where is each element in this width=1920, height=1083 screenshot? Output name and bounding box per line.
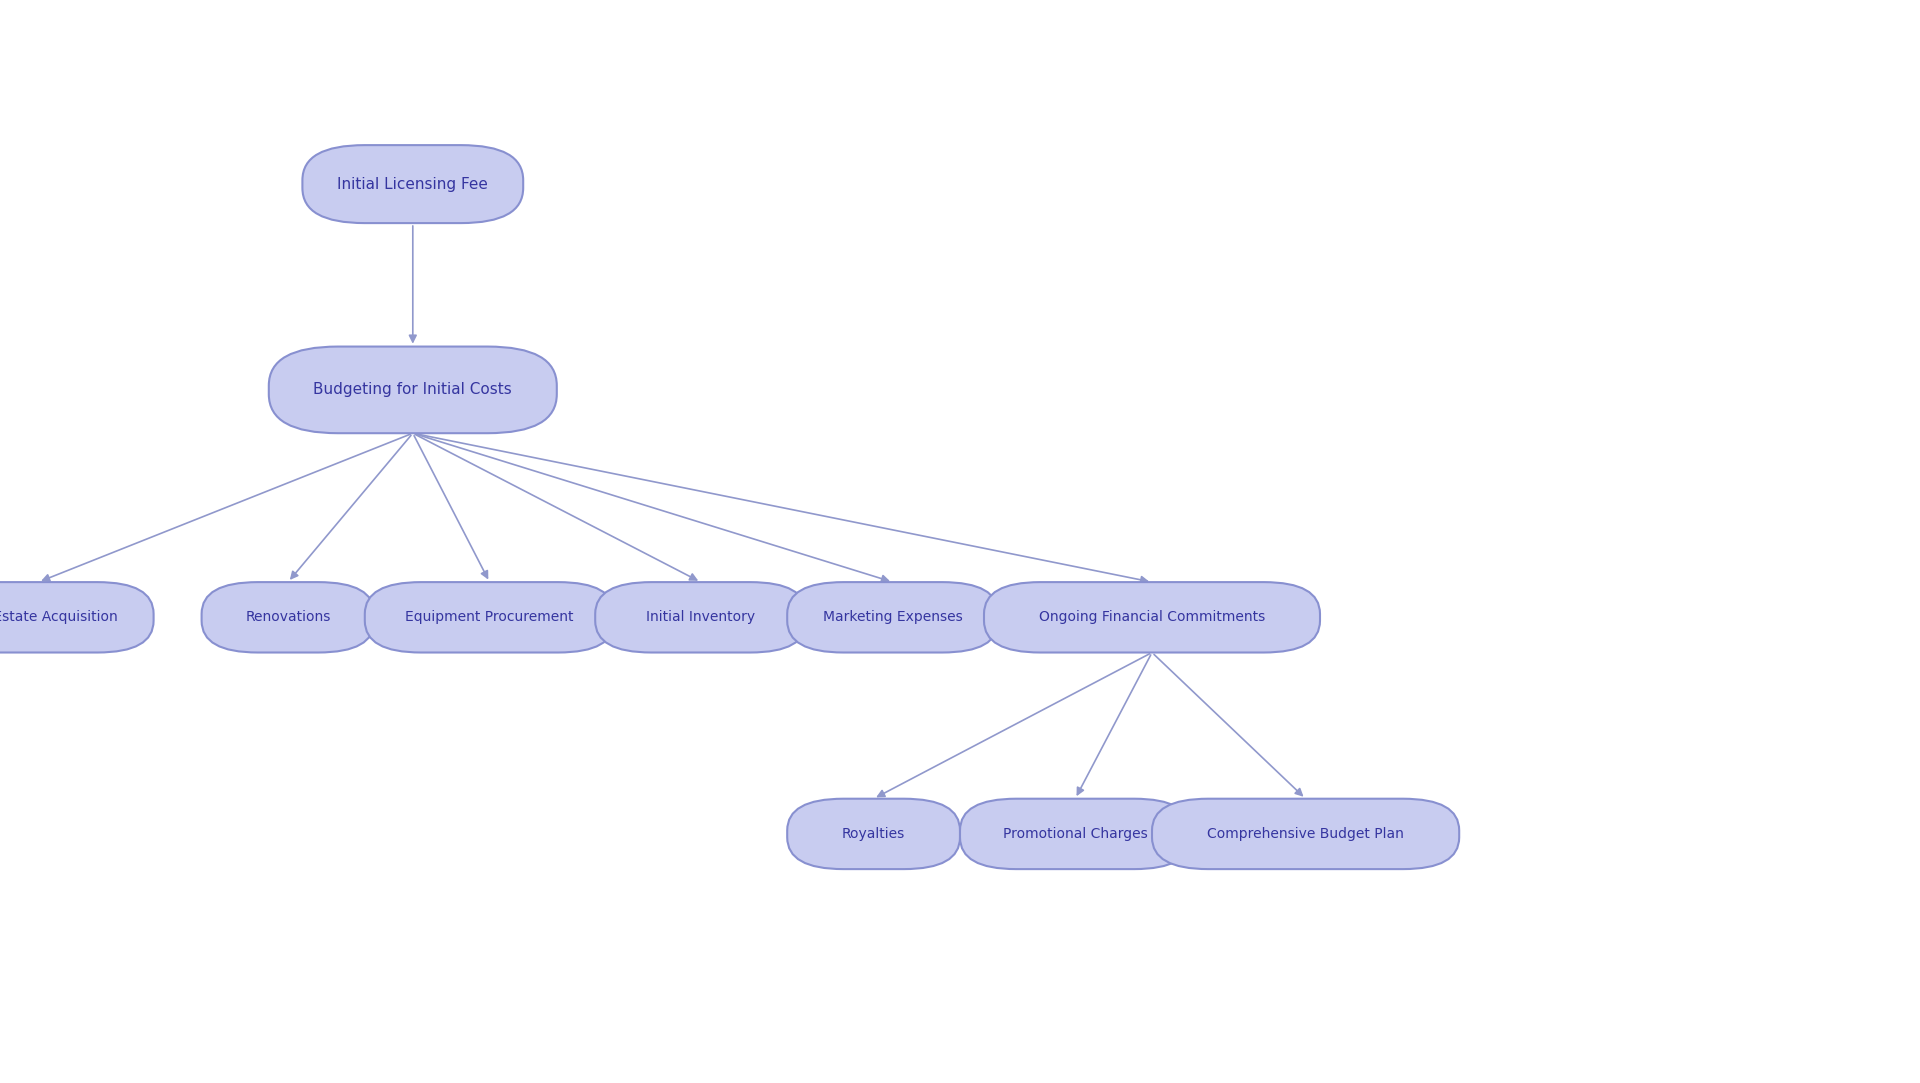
FancyBboxPatch shape: [787, 583, 998, 652]
Text: Real Estate Acquisition: Real Estate Acquisition: [0, 611, 117, 624]
Text: Ongoing Financial Commitments: Ongoing Financial Commitments: [1039, 611, 1265, 624]
FancyBboxPatch shape: [365, 583, 614, 652]
FancyBboxPatch shape: [301, 145, 522, 223]
Text: Renovations: Renovations: [246, 611, 330, 624]
FancyBboxPatch shape: [269, 347, 557, 433]
Text: Marketing Expenses: Marketing Expenses: [824, 611, 962, 624]
FancyBboxPatch shape: [983, 583, 1321, 652]
Text: Comprehensive Budget Plan: Comprehensive Budget Plan: [1208, 827, 1404, 840]
FancyBboxPatch shape: [1152, 799, 1459, 869]
Text: Royalties: Royalties: [843, 827, 904, 840]
FancyBboxPatch shape: [787, 799, 960, 869]
FancyBboxPatch shape: [0, 583, 154, 652]
Text: Budgeting for Initial Costs: Budgeting for Initial Costs: [313, 382, 513, 397]
Text: Initial Licensing Fee: Initial Licensing Fee: [338, 177, 488, 192]
FancyBboxPatch shape: [595, 583, 806, 652]
FancyBboxPatch shape: [202, 583, 374, 652]
Text: Initial Inventory: Initial Inventory: [647, 611, 755, 624]
FancyBboxPatch shape: [960, 799, 1190, 869]
Text: Promotional Charges: Promotional Charges: [1002, 827, 1148, 840]
Text: Equipment Procurement: Equipment Procurement: [405, 611, 574, 624]
